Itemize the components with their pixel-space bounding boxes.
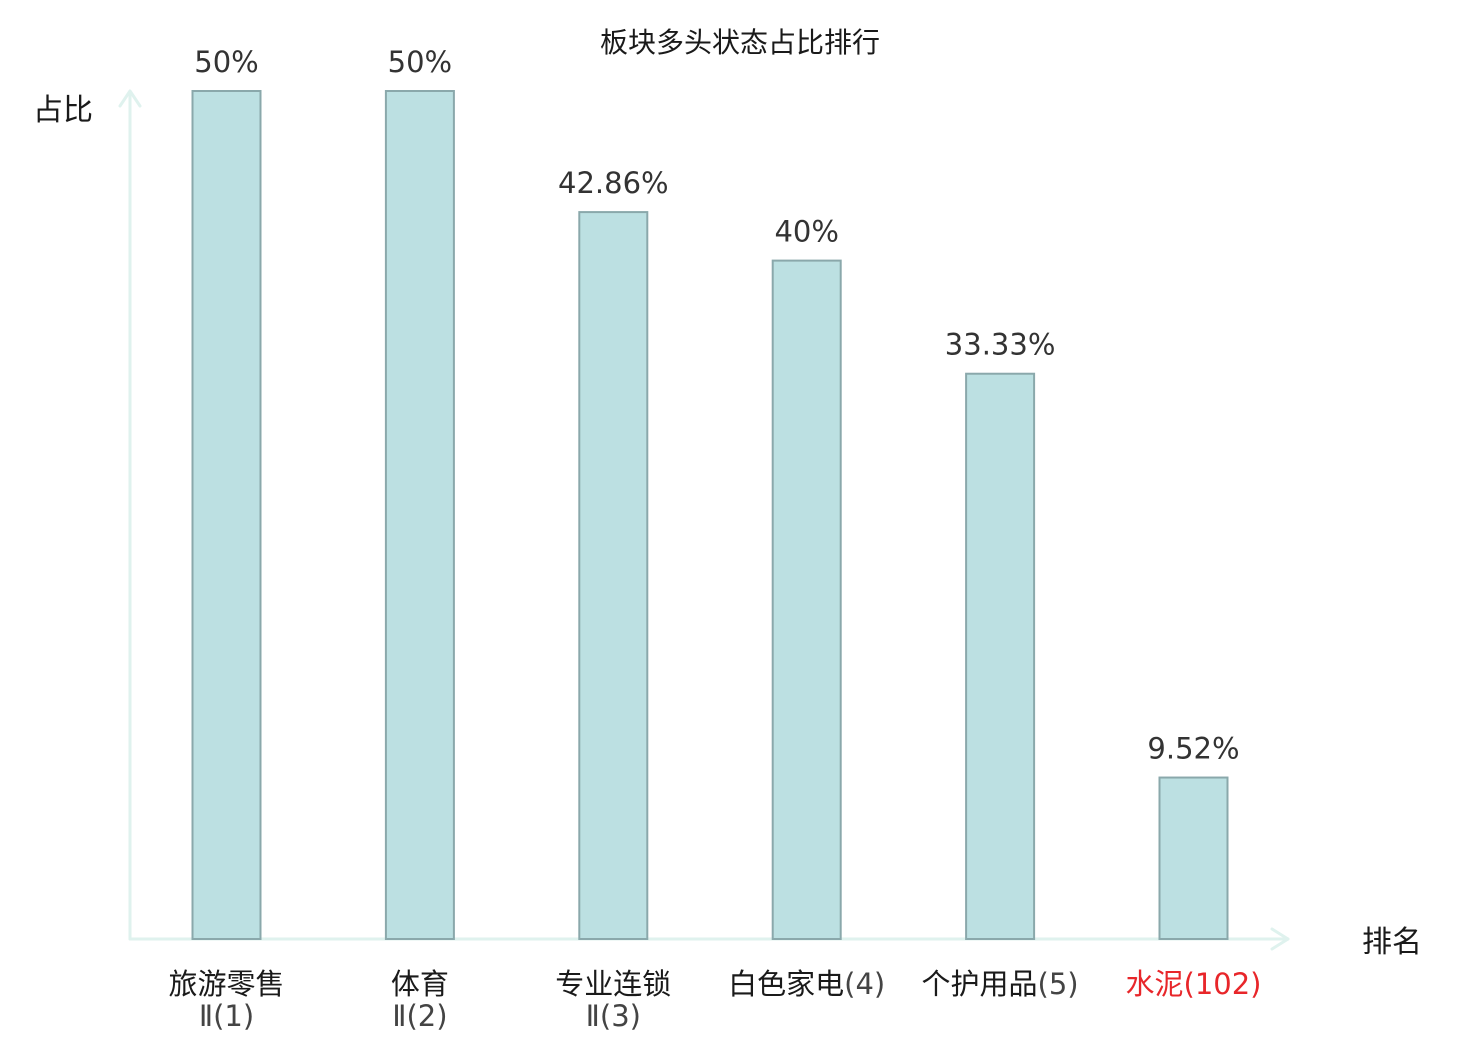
category-label: 个护用品(5) (922, 967, 1079, 1001)
category-rank: Ⅱ(3) (586, 999, 641, 1033)
category-text: 水泥(102) (1126, 967, 1262, 1001)
category-name: 个护用品 (922, 967, 1038, 1001)
value-labels: 50% 50% 42.86% 40% 33.33% 9.52% (194, 45, 1239, 766)
category-text: 白色家电(4) (728, 967, 885, 1001)
category-text: 个护用品(5) (922, 967, 1079, 1001)
category-rank: (102) (1184, 967, 1262, 1001)
x-axis-title: 排名 (1362, 925, 1422, 960)
bar (191, 90, 262, 940)
bar (1158, 776, 1229, 940)
bar (578, 211, 649, 940)
category-name: 白色家电 (728, 967, 844, 1001)
category-rank: (4) (844, 967, 885, 1001)
bar (771, 259, 842, 941)
value-label: 9.52% (1147, 732, 1239, 766)
value-label: 40% (774, 215, 838, 249)
category-name: 水泥 (1126, 967, 1184, 1001)
bar (965, 372, 1036, 940)
value-label: 50% (388, 45, 452, 79)
category-name: 体育 (391, 967, 449, 1001)
category-rank: Ⅱ(1) (199, 999, 254, 1033)
x-axis-arrow (1270, 927, 1290, 951)
y-axis-arrow (118, 89, 142, 108)
category-rank: (5) (1038, 967, 1079, 1001)
category-name: 旅游零售 (168, 967, 284, 1001)
bar (384, 90, 455, 940)
value-label: 33.33% (945, 328, 1056, 362)
bars (191, 90, 1229, 941)
y-axis-title: 占比 (33, 93, 93, 128)
value-label: 50% (194, 45, 258, 79)
category-name: 专业连锁 (555, 967, 671, 1001)
axes (118, 89, 1290, 951)
category-rank: Ⅱ(2) (392, 999, 447, 1033)
value-label: 42.86% (558, 166, 669, 200)
category-label: 水泥(102) (1126, 967, 1262, 1001)
chart-title: 板块多头状态占比排行 (600, 26, 880, 59)
category-label: 白色家电(4) (728, 967, 885, 1001)
